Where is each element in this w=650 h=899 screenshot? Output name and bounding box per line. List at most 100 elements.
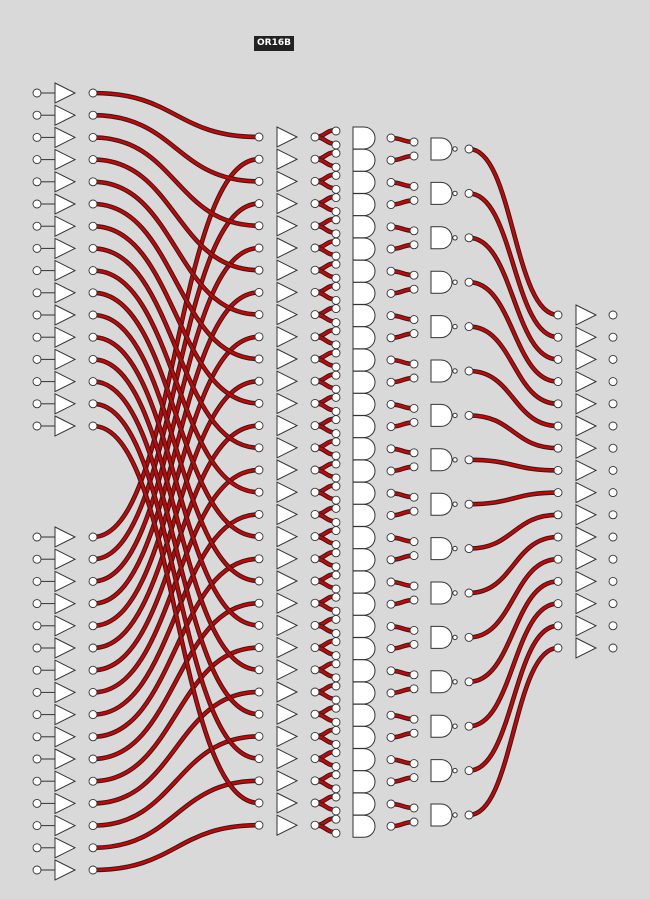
and-output-pin <box>386 688 396 698</box>
nand-output-pin <box>464 766 474 776</box>
buffer-gate <box>54 215 77 238</box>
buffer-input-pin <box>254 709 264 719</box>
buffer-output-pin <box>310 465 320 475</box>
nand-output-pin <box>464 144 474 154</box>
buffer-output-pin <box>88 754 98 764</box>
wire <box>92 380 260 716</box>
buffer-input-pin <box>254 798 264 808</box>
and-input-pin <box>331 495 341 505</box>
buffer-input-pin <box>254 443 264 453</box>
and-input-pin <box>331 259 341 269</box>
and-input-pin <box>331 681 341 691</box>
buffer-gate <box>276 214 299 237</box>
wire <box>92 113 260 183</box>
buffer-output-pin <box>310 310 320 320</box>
nand-input-pin <box>409 595 419 605</box>
and-output-pin <box>386 799 396 809</box>
input-pin <box>32 243 42 253</box>
buffer-input-pin <box>254 376 264 386</box>
buffer-gate <box>54 304 77 326</box>
buffer-input-pin <box>254 665 264 675</box>
buffer-gate <box>276 592 299 615</box>
input-pin <box>32 710 42 720</box>
buffer-output-pin <box>310 265 320 275</box>
wire <box>92 601 260 761</box>
buffer-output-pin <box>310 665 320 675</box>
nand-output-pin <box>464 544 474 554</box>
buffer-gate <box>54 237 77 260</box>
buffer-output-pin <box>88 221 98 231</box>
wire <box>92 247 260 450</box>
and-gate <box>352 703 376 727</box>
buffer-gate <box>276 570 299 592</box>
component-layer <box>32 82 618 881</box>
and-output-pin <box>386 222 396 232</box>
and-output-pin <box>386 599 396 609</box>
wire <box>468 580 559 684</box>
and-input-pin <box>331 126 341 136</box>
and-input-pin <box>331 748 341 758</box>
and-input-pin <box>331 637 341 647</box>
and-input-pin <box>331 193 341 203</box>
buffer-gate <box>54 637 77 659</box>
buffer-input-pin <box>254 132 264 142</box>
output-pin <box>608 310 618 320</box>
nand-gate <box>430 226 453 250</box>
buffer-output-pin <box>88 266 98 276</box>
buffer-gate <box>276 725 299 748</box>
and-input-pin <box>331 814 341 824</box>
and-output-pin <box>386 244 396 254</box>
buffer-output-pin <box>88 177 98 187</box>
nand-input-pin <box>409 137 419 147</box>
and-gate <box>352 148 376 172</box>
buffer-gate <box>575 526 598 548</box>
buffer-gate <box>276 503 299 526</box>
output-pin <box>608 488 618 498</box>
inversion-bubble <box>452 501 458 507</box>
and-output-pin <box>386 399 396 409</box>
buffer-output-pin <box>310 620 320 630</box>
buffer-gate <box>575 503 598 526</box>
buffer-gate <box>54 326 77 349</box>
wire <box>92 646 260 783</box>
buffer-output-pin <box>310 221 320 231</box>
wire <box>468 325 559 406</box>
and-input-pin <box>331 273 341 283</box>
buffer-gate <box>276 192 299 215</box>
nand-output-pin <box>464 233 474 243</box>
and-input-pin <box>331 318 341 328</box>
buffer-output-pin <box>310 754 320 764</box>
and-input-pin <box>331 384 341 394</box>
nand-input-pin <box>409 537 419 547</box>
buffer-input-pin <box>254 731 264 741</box>
buffer-input-pin <box>254 576 264 586</box>
buffer-input-pin <box>254 176 264 186</box>
buffer-output-pin <box>310 332 320 342</box>
and-input-pin <box>331 340 341 350</box>
and-gate <box>352 459 376 483</box>
buffer-output-pin <box>88 288 98 298</box>
nand-output-pin <box>464 499 474 509</box>
buffer-input-pin <box>254 509 264 519</box>
buffer-gate <box>575 415 598 437</box>
buffer-output-pin <box>88 332 98 342</box>
and-input-pin <box>331 762 341 772</box>
wire <box>92 313 260 583</box>
buffer-gate <box>276 392 299 415</box>
buffer-output-pin <box>88 687 98 697</box>
nand-input-pin <box>409 359 419 369</box>
output-pin <box>608 532 618 542</box>
buffer-gate <box>276 436 299 459</box>
nand-input-pin <box>409 728 419 738</box>
buffer-output-pin <box>310 443 320 453</box>
and-gate <box>352 526 376 550</box>
and-input-pin <box>331 770 341 780</box>
inversion-bubble <box>452 545 458 552</box>
nand-input-pin <box>409 506 419 516</box>
and-input-pin <box>331 207 341 217</box>
input-pin <box>32 110 42 120</box>
output-pin <box>608 465 618 475</box>
nand-gate <box>430 670 453 694</box>
inversion-bubble <box>452 412 458 419</box>
and-gate <box>352 126 376 150</box>
